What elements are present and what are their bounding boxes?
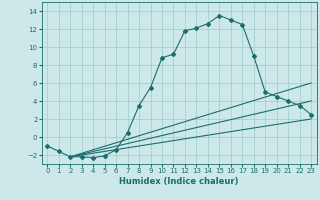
X-axis label: Humidex (Indice chaleur): Humidex (Indice chaleur): [119, 177, 239, 186]
